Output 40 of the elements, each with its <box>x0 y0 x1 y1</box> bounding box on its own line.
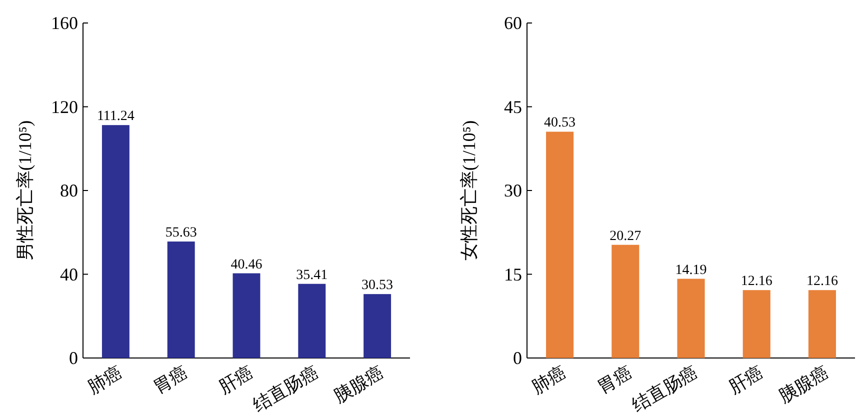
x-tick-label: 胰腺癌 <box>775 362 832 406</box>
data-label: 40.53 <box>544 116 576 131</box>
x-tick-label: 胰腺癌 <box>330 362 388 406</box>
data-label: 55.63 <box>165 226 197 241</box>
y-tick-label: 80 <box>60 180 78 200</box>
y-tick-label: 15 <box>504 264 522 284</box>
data-label: 30.53 <box>362 278 394 294</box>
bar <box>546 132 574 358</box>
y-tick-label: 30 <box>504 180 522 200</box>
y-tick-label: 40 <box>60 264 78 284</box>
bar <box>232 273 260 358</box>
y-tick-label: 45 <box>504 96 522 117</box>
bar <box>612 244 640 358</box>
bar <box>677 278 705 358</box>
bar <box>364 294 392 358</box>
x-tick-label: 胃癌 <box>150 362 192 398</box>
x-tick-label: 肺癌 <box>528 362 570 398</box>
y-axis-title: 女性死亡率(1/10⁵) <box>459 120 479 261</box>
bar <box>808 290 836 358</box>
bar <box>167 242 195 358</box>
bar <box>102 125 130 358</box>
data-label: 40.46 <box>230 257 262 272</box>
x-tick-label: 肝癌 <box>725 362 767 398</box>
data-label: 12.16 <box>806 274 838 290</box>
y-tick-label: 0 <box>69 348 78 368</box>
x-tick-label: 胃癌 <box>594 362 636 398</box>
data-label: 35.41 <box>296 268 328 283</box>
y-tick-label: 160 <box>51 13 78 33</box>
data-label: 14.19 <box>675 262 707 278</box>
y-tick-label: 60 <box>504 13 522 33</box>
bar <box>298 284 326 358</box>
y-tick-label: 0 <box>513 348 522 368</box>
bar <box>742 290 770 358</box>
y-tick-label: 120 <box>51 96 78 117</box>
data-label: 20.27 <box>610 228 642 244</box>
x-tick-label: 肺癌 <box>84 362 126 398</box>
x-tick-label: 肝癌 <box>215 362 256 398</box>
data-label: 12.16 <box>740 274 772 290</box>
data-label: 111.24 <box>96 109 134 124</box>
y-axis-title: 男性死亡率(1/10⁵) <box>15 120 35 261</box>
